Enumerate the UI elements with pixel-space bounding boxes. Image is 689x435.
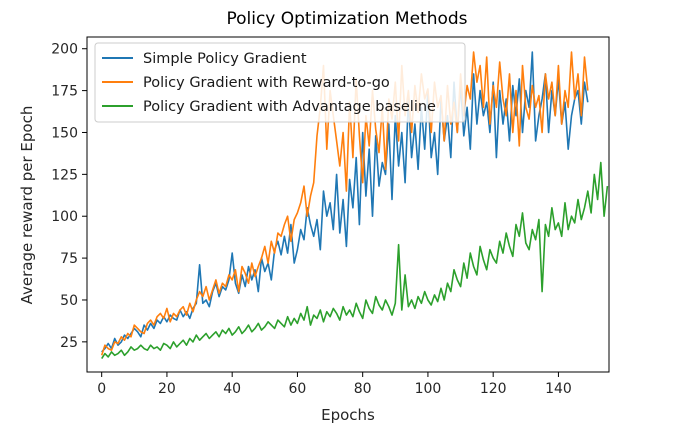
x-tick-label: 140 [545,381,572,397]
x-tick-label: 80 [354,381,372,397]
y-tick-label: 100 [51,209,78,225]
y-tick-label: 200 [51,42,78,58]
series-layer [100,51,609,360]
x-tick-label: 60 [289,381,307,397]
y-tick-label: 175 [51,84,78,100]
y-tick-label: 25 [60,335,78,351]
legend: Simple Policy Gradient Policy Gradient wi… [94,42,466,123]
legend-label: Policy Gradient with Reward-to-go [143,75,390,91]
chart-title: Policy Optimization Methods [226,9,467,29]
x-axis: 0 20 40 60 80 100 120 140 [97,372,572,397]
y-tick-label: 150 [51,125,78,141]
x-tick-label: 100 [415,381,442,397]
x-tick-label: 20 [158,381,176,397]
y-tick-label: 125 [51,167,78,183]
plot-frame [86,36,610,373]
x-tick-label: 0 [97,381,106,397]
y-axis: 25 50 75 100 125 150 175 200 [51,42,87,351]
series-line-3 [101,161,609,360]
y-tick-label: 75 [60,251,78,267]
x-tick-label: 40 [223,381,241,397]
legend-box [94,42,466,123]
legend-label: Simple Policy Gradient [143,51,307,67]
x-tick-label: 120 [480,381,507,397]
legend-label: Policy Gradient with Advantage baseline [143,99,436,115]
x-axis-label: Epochs [321,406,375,424]
series-line-2 [100,51,589,356]
y-axis-label: Average reward per Epoch [18,106,36,305]
y-tick-label: 50 [60,293,78,309]
